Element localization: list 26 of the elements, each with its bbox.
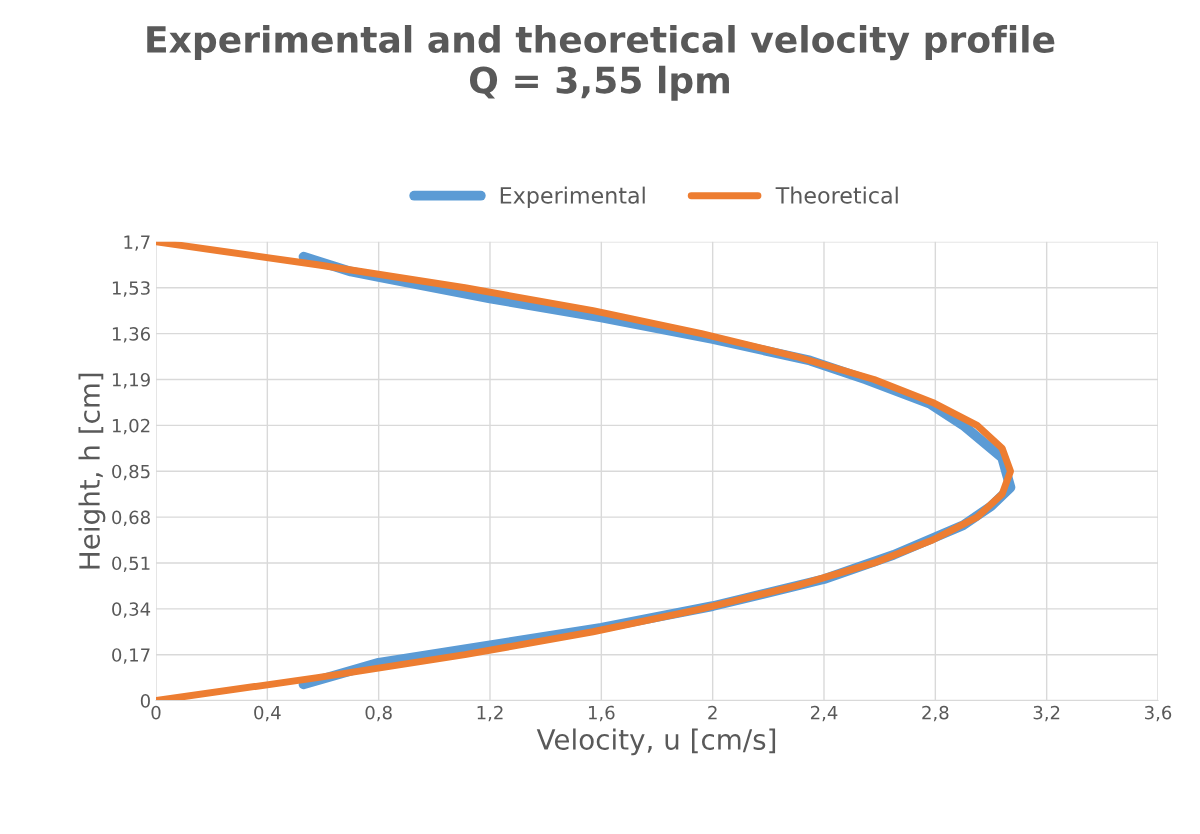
x-tick-label: 0,8 xyxy=(365,705,392,722)
y-tick-label: 0 xyxy=(140,694,150,708)
legend-label: Theoretical xyxy=(775,186,898,204)
x-tick-label: 2,8 xyxy=(922,705,949,722)
y-tick-label: 1,7 xyxy=(124,235,150,251)
y-tick-label: 1,02 xyxy=(112,418,150,435)
chart-title: Experimental and theoretical velocity profile Q = 3,55 lpm xyxy=(147,25,1055,101)
x-tick-label: 1,6 xyxy=(588,705,615,722)
x-tick-label: 3,2 xyxy=(1033,705,1060,722)
x-tick-label: 2,4 xyxy=(810,705,838,722)
y-tick-label: 0,51 xyxy=(112,556,150,572)
x-axis-title: Velocity, u [cm/s] xyxy=(536,728,776,756)
y-tick-label: 0,85 xyxy=(112,464,150,481)
legend-label: Experimental xyxy=(500,186,645,209)
y-tick-label: 1,36 xyxy=(112,327,150,343)
x-tick-label: 0 xyxy=(151,705,161,720)
y-axis-title: Height, h [cm] xyxy=(78,373,106,569)
y-tick-label: 1,19 xyxy=(112,372,150,389)
y-tick-label: 0,68 xyxy=(112,510,150,527)
y-tick-label: 0,17 xyxy=(112,648,150,664)
x-tick-label: 0,4 xyxy=(254,705,281,722)
y-tick-label: 0,34 xyxy=(112,602,151,618)
y-tick-label: 1,53 xyxy=(112,281,150,297)
x-tick-label: 1,2 xyxy=(477,705,503,722)
x-tick-label: 2 xyxy=(708,705,717,720)
x-tick-label: 3,6 xyxy=(1145,705,1172,722)
